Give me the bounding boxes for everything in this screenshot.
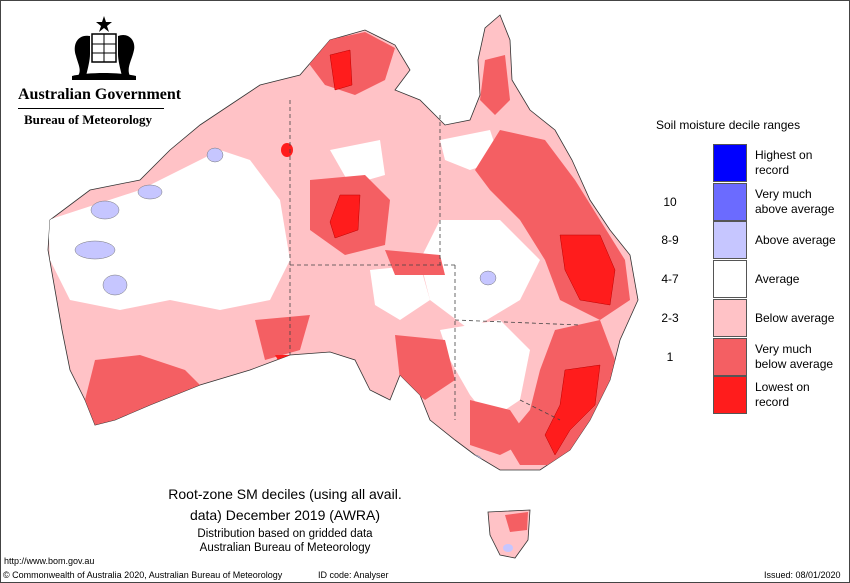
legend-swatch [713,221,747,260]
legend-item: 1 Very much below average [640,337,840,376]
government-title: Australian Government [18,86,182,103]
legend-title: Soil moisture decile ranges [656,118,801,132]
legend-swatch [713,298,747,337]
region-above-avg-5 [206,147,224,163]
title-divider [18,108,164,109]
map-title-line1: Root-zone SM deciles (using all avail. [168,486,402,502]
region-average-nt [330,140,385,185]
legend-range: 8-9 [661,233,679,248]
region-average-sa [370,265,430,320]
tasmania-very-below [505,512,528,532]
legend-range: 4-7 [661,272,679,287]
region-lowest-nt [329,194,361,239]
region-very-below-vic [470,400,530,455]
tasmania-above-avg [503,544,513,552]
legend-swatch [713,260,747,299]
legend-swatch [713,144,747,182]
legend-label: Very much below average [755,341,834,371]
region-lowest-top-end [329,49,353,91]
region-above-avg-2 [137,184,163,200]
legend-item: Lowest on record [640,376,840,415]
legend-item: 8-9 Above average [640,221,840,260]
legend-label: Below average [755,310,835,325]
region-above-avg-6 [479,270,497,286]
id-code-text: ID code: Analyser [318,570,389,580]
region-lowest-sa-coast [275,355,305,362]
region-very-below-nsw [505,320,615,465]
bom-url[interactable]: http://www.bom.gov.au [4,556,95,566]
region-lowest-nsw [544,364,601,456]
legend-range: 10 [663,194,677,209]
region-above-avg-4 [102,274,128,296]
region-very-below-qld-north [480,55,510,115]
legend-swatch [713,337,747,376]
legend-label: Lowest on record [755,380,810,410]
legend-label: Very much above average [755,186,835,216]
region-average-centre [420,220,540,330]
state-borders [289,100,581,421]
region-very-below-sa [395,335,455,400]
region-above-avg-7 [453,453,483,467]
copyright-text: © Commonwealth of Australia 2020, Austra… [3,570,283,580]
legend-range: 1 [666,349,674,364]
region-average-south [440,320,530,420]
map-land [47,14,639,559]
region-above-avg-1 [90,200,120,220]
map-subtitle-line1: Distribution based on gridded data [197,528,373,540]
map-title-line2: data) December 2019 (AWRA) [189,507,381,523]
legend-swatch [713,376,747,415]
region-average-west [48,150,290,310]
legend-item: 10 Very much above average [640,182,840,221]
legend-label: Highest on record [755,148,813,177]
region-very-below-mid [385,250,445,275]
map-subtitle-line2: Australian Bureau of Meteorology [199,542,371,554]
legend-range: 2-3 [661,310,679,325]
legend-label: Above average [755,233,836,248]
legend-item: 4-7 Average [640,260,840,299]
region-very-below-nullarbor [255,315,310,360]
issued-date: Issued: 08/01/2020 [764,570,841,580]
region-lowest-qld [559,234,616,306]
region-very-below-sw-wa [85,355,200,425]
region-lowest-nt-small [281,143,293,157]
legend-swatch [713,182,747,221]
legend-label: Average [755,272,800,287]
legend-item: Highest on record [640,144,840,182]
region-above-avg-3 [74,240,116,260]
bureau-title: Bureau of Meteorology [24,112,153,127]
coat-of-arms-icon [72,16,136,80]
legend-item: 2-3 Below average [640,298,840,337]
